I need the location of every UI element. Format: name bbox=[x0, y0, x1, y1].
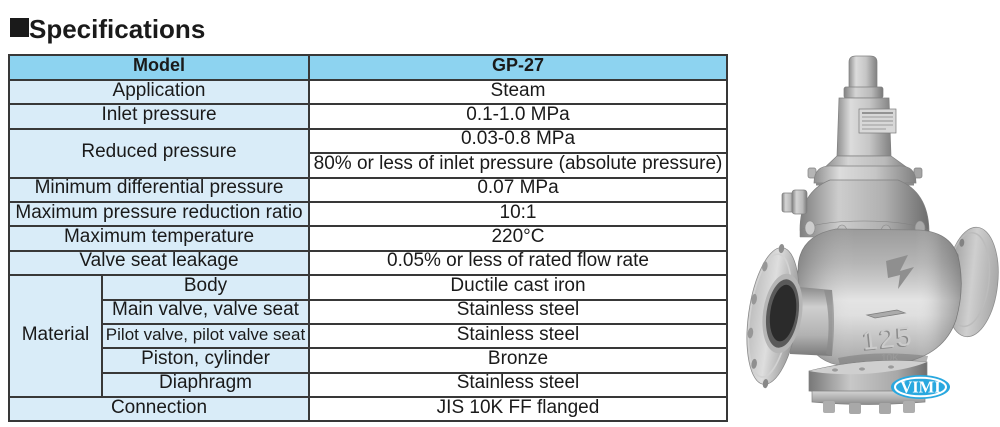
svg-text:VIMI: VIMI bbox=[900, 378, 940, 397]
svg-text:125: 125 bbox=[861, 321, 915, 356]
svg-text:125: 125 bbox=[859, 322, 913, 357]
